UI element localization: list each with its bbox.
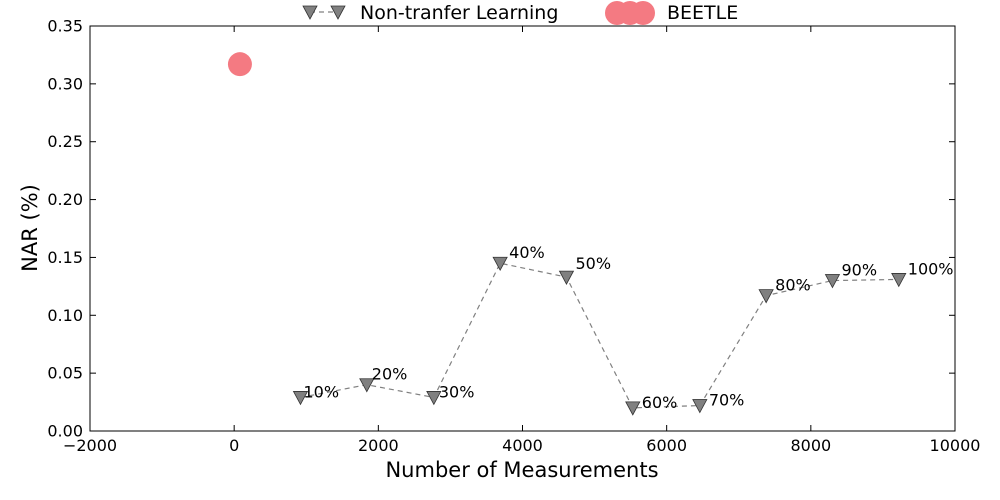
point-annotation: 30% [439,382,475,401]
point-annotation: 20% [372,365,408,384]
point-annotation: 10% [303,382,339,401]
x-tick-label: 0 [229,436,239,455]
legend-marker-non-transfer [330,5,346,20]
point-annotation: 60% [642,393,678,412]
legend-label-non-transfer: Non-tranfer Learning [360,2,558,24]
x-axis-ticks: −2000 0 2000 4000 6000 8000 10000 [63,26,981,455]
y-tick-label: 0.05 [47,364,83,383]
y-axis-title: NAR (%) [18,184,42,272]
beetle-point [227,52,252,77]
y-tick-label: 0.35 [47,17,83,36]
non-transfer-series-line [300,262,899,409]
point-annotation: 80% [775,276,811,295]
plot-area [89,25,956,432]
non-transfer-point [692,399,708,414]
y-tick-label: 0.00 [47,422,83,441]
legend-label-beetle: BEETLE [667,2,738,24]
non-transfer-point [292,391,309,406]
x-tick-label: −2000 [63,436,117,455]
legend-marker-non-transfer [302,5,318,20]
y-tick-label: 0.10 [47,306,83,325]
non-transfer-point [558,270,575,285]
series-layer: 10% 20% 30% 40% 50% 60% 70% 80% 90% 100% [227,52,954,416]
point-annotation: 50% [575,254,611,273]
y-tick-label: 0.20 [47,190,83,209]
non-transfer-point [426,391,442,406]
y-tick-label: 0.15 [47,248,83,267]
x-axis-title: Number of Measurements [385,458,658,482]
point-annotation: 40% [509,243,545,262]
point-annotation: 100% [908,259,954,278]
non-transfer-point [492,256,508,272]
legend-marker-beetle [631,1,655,25]
y-tick-label: 0.30 [47,74,83,93]
non-transfer-point [625,401,641,416]
non-transfer-point [824,274,841,289]
point-annotation: 70% [709,391,745,410]
legend: Non-tranfer Learning BEETLE [302,1,738,25]
non-transfer-point [891,273,907,288]
x-tick-label: 10000 [930,436,981,455]
non-transfer-point [359,378,375,393]
point-annotation: 90% [841,261,877,280]
x-tick-label: 2000 [358,436,399,455]
y-tick-label: 0.25 [47,132,83,151]
y-axis-ticks: 0.00 0.05 0.10 0.15 0.20 0.25 0.30 0.35 [47,17,955,441]
x-tick-label: 4000 [502,436,543,455]
non-transfer-point [758,289,774,304]
x-tick-label: 6000 [646,436,687,455]
x-tick-label: 8000 [790,436,831,455]
